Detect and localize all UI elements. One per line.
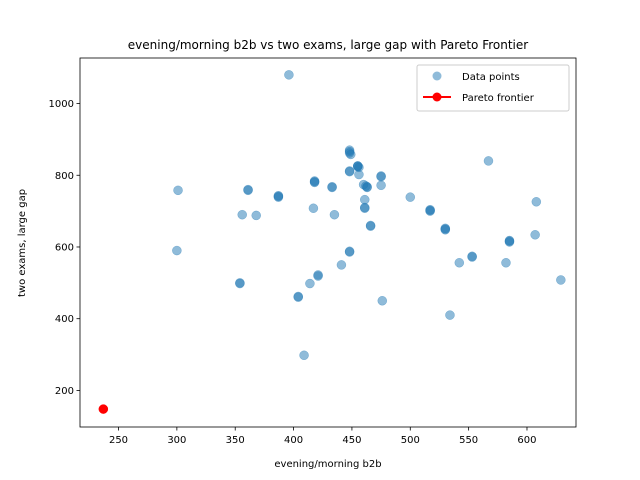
data-point xyxy=(425,206,435,216)
data-point xyxy=(344,166,355,177)
data-point xyxy=(346,149,356,160)
y-tick-label: 800 xyxy=(55,171,74,182)
data-point xyxy=(360,203,370,214)
data-point xyxy=(467,252,477,262)
data-point xyxy=(329,209,340,220)
data-point xyxy=(243,185,253,196)
x-tick-label: 450 xyxy=(342,435,361,446)
data-point xyxy=(376,180,386,191)
x-tick-label: 550 xyxy=(459,435,478,446)
legend-marker-pareto-frontier xyxy=(432,92,442,102)
data-point xyxy=(273,192,284,202)
y-axis-label: two exams, large gap xyxy=(17,189,28,297)
data-point xyxy=(405,192,416,202)
data-point xyxy=(327,182,337,193)
x-tick-label: 500 xyxy=(401,435,420,446)
data-point xyxy=(305,278,315,289)
data-point xyxy=(353,161,363,171)
data-point xyxy=(440,225,451,235)
legend-label-data-points: Data points xyxy=(462,72,520,83)
data-point xyxy=(501,258,511,268)
legend-label-pareto-frontier: Pareto frontier xyxy=(462,93,535,104)
data-point xyxy=(556,275,566,285)
series-data-points xyxy=(172,70,566,361)
pareto-point xyxy=(98,404,109,414)
data-point xyxy=(454,258,465,268)
series-pareto-frontier xyxy=(98,404,109,414)
chart-title: evening/morning b2b vs two exams, large … xyxy=(128,38,528,52)
legend-marker-data-points xyxy=(432,71,442,81)
data-point xyxy=(336,260,347,270)
data-point xyxy=(365,221,376,231)
data-point xyxy=(530,230,540,240)
data-point xyxy=(483,156,494,166)
y-tick-label: 400 xyxy=(55,314,74,325)
data-point xyxy=(172,245,182,256)
data-point xyxy=(531,197,542,207)
legend-frame xyxy=(416,64,570,112)
data-point xyxy=(299,350,309,361)
plot-area: 250 300 350 400 450 500 550 600 200 400 600 800 1000 xyxy=(49,57,577,446)
data-point xyxy=(293,292,303,302)
data-point xyxy=(309,177,320,188)
data-point xyxy=(354,169,364,180)
x-tick-label: 300 xyxy=(167,435,186,446)
x-tick-label: 250 xyxy=(109,435,128,446)
x-tick-label: 600 xyxy=(517,435,536,446)
data-point xyxy=(284,70,294,80)
y-tick-label: 1000 xyxy=(49,99,74,110)
data-point xyxy=(362,182,372,193)
data-point xyxy=(308,203,319,214)
data-point xyxy=(173,185,183,196)
x-tick-label: 350 xyxy=(226,435,245,446)
x-tick-label: 400 xyxy=(284,435,303,446)
data-point xyxy=(235,278,245,289)
y-tick-label: 200 xyxy=(55,386,74,397)
data-point xyxy=(313,271,323,281)
y-tick-label: 600 xyxy=(55,242,74,253)
data-point xyxy=(377,296,388,306)
data-point xyxy=(504,237,515,247)
data-point xyxy=(376,171,386,182)
data-point xyxy=(445,310,455,320)
axes-frame xyxy=(79,57,577,428)
data-point xyxy=(237,209,247,220)
legend: Data points Pareto frontier xyxy=(416,64,570,112)
data-point xyxy=(251,210,261,221)
data-point xyxy=(344,247,355,257)
x-axis-label: evening/morning b2b xyxy=(274,459,381,470)
